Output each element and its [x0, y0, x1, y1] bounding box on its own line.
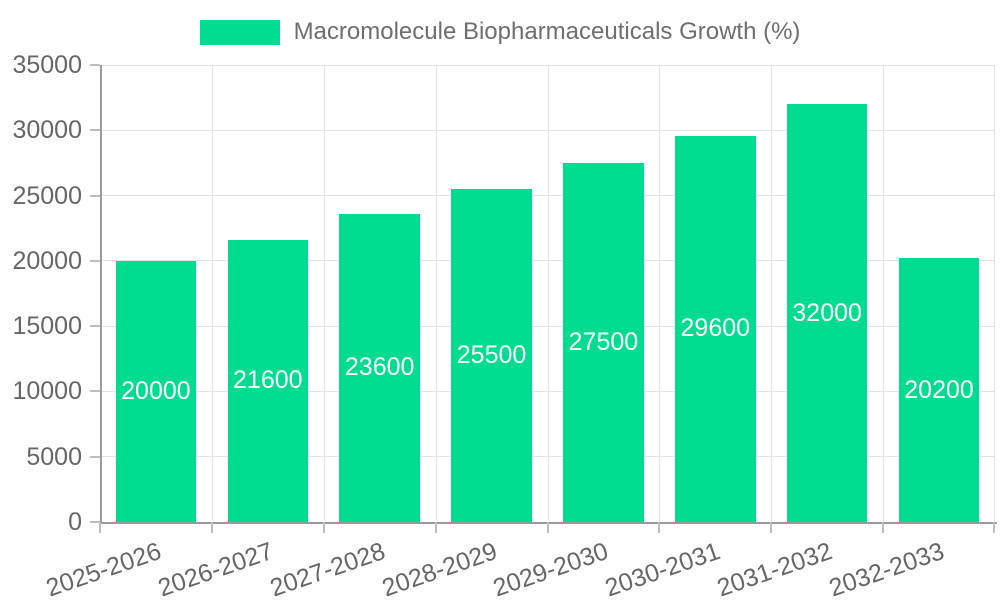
x-gridline [547, 65, 549, 522]
x-gridline [211, 65, 213, 522]
legend-label: Macromolecule Biopharmaceuticals Growth … [293, 18, 801, 45]
bar: 20200 [898, 258, 980, 522]
y-axis-tick [90, 455, 100, 458]
bar: 27500 [563, 162, 644, 522]
bar-value-label: 23600 [344, 353, 415, 382]
y-axis-tick [90, 259, 100, 262]
y-axis-tick [90, 521, 100, 523]
bar-value-label: 21600 [233, 366, 303, 395]
plot-area: 20000 21600 23600 25500 27500 29600 32000 20200 [100, 64, 995, 522]
x-axis-tick [882, 522, 885, 533]
y-tick-label: 10000 [12, 377, 82, 406]
bar-value-label: 32000 [792, 298, 862, 327]
x-gridline [435, 65, 437, 522]
x-axis-tick [434, 522, 437, 533]
x-axis-labels: 2025-2026 2026-2027 2027-2028 2028-2029 2029… [43, 522, 995, 600]
bar: 23600 [339, 213, 420, 522]
bar-value-label: 20000 [121, 376, 191, 405]
x-axis-tick [546, 522, 549, 533]
x-axis-tick [658, 522, 661, 533]
bar-value-label: 20200 [904, 375, 974, 404]
legend-swatch [199, 19, 280, 45]
x-axis-line [100, 522, 997, 524]
bar-value-label: 25500 [456, 341, 527, 370]
y-axis-tick [90, 390, 100, 393]
x-gridline [883, 65, 885, 522]
x-gridline [323, 65, 325, 522]
y-axis-labels: 0 5000 10000 15000 20000 25000 30000 35000 [0, 51, 82, 536]
y-tick-label: 0 [68, 508, 82, 536]
y-axis-tick [90, 325, 100, 328]
bar: 21600 [227, 239, 309, 522]
x-axis-tick [99, 522, 101, 533]
bar: 25500 [451, 189, 532, 522]
y-axis-tick [90, 194, 100, 197]
bar-value-label: 29600 [680, 314, 751, 343]
bar: 20000 [115, 260, 197, 522]
y-tick-label: 20000 [12, 246, 82, 275]
y-tick-label: 5000 [26, 442, 82, 471]
y-axis-tick [90, 64, 100, 66]
x-gridline [659, 65, 661, 522]
x-axis-tick [993, 522, 995, 533]
y-tick-label: 35000 [12, 51, 82, 79]
x-axis-tick [210, 522, 213, 533]
x-axis-tick [770, 522, 773, 533]
legend: Macromolecule Biopharmaceuticals Growth … [0, 14, 1000, 50]
y-axis-line [100, 65, 102, 524]
legend-item[interactable]: Macromolecule Biopharmaceuticals Growth … [199, 18, 801, 46]
bar: 32000 [786, 104, 868, 522]
x-axis-tick [322, 522, 325, 533]
bar: 29600 [675, 135, 756, 522]
y-tick-label: 25000 [12, 181, 82, 210]
bar-value-label: 27500 [568, 327, 639, 356]
x-gridline [771, 65, 773, 522]
x-gridline [994, 65, 995, 522]
y-tick-label: 30000 [12, 116, 82, 145]
y-axis-tick [90, 129, 100, 132]
y-tick-label: 15000 [12, 312, 82, 341]
